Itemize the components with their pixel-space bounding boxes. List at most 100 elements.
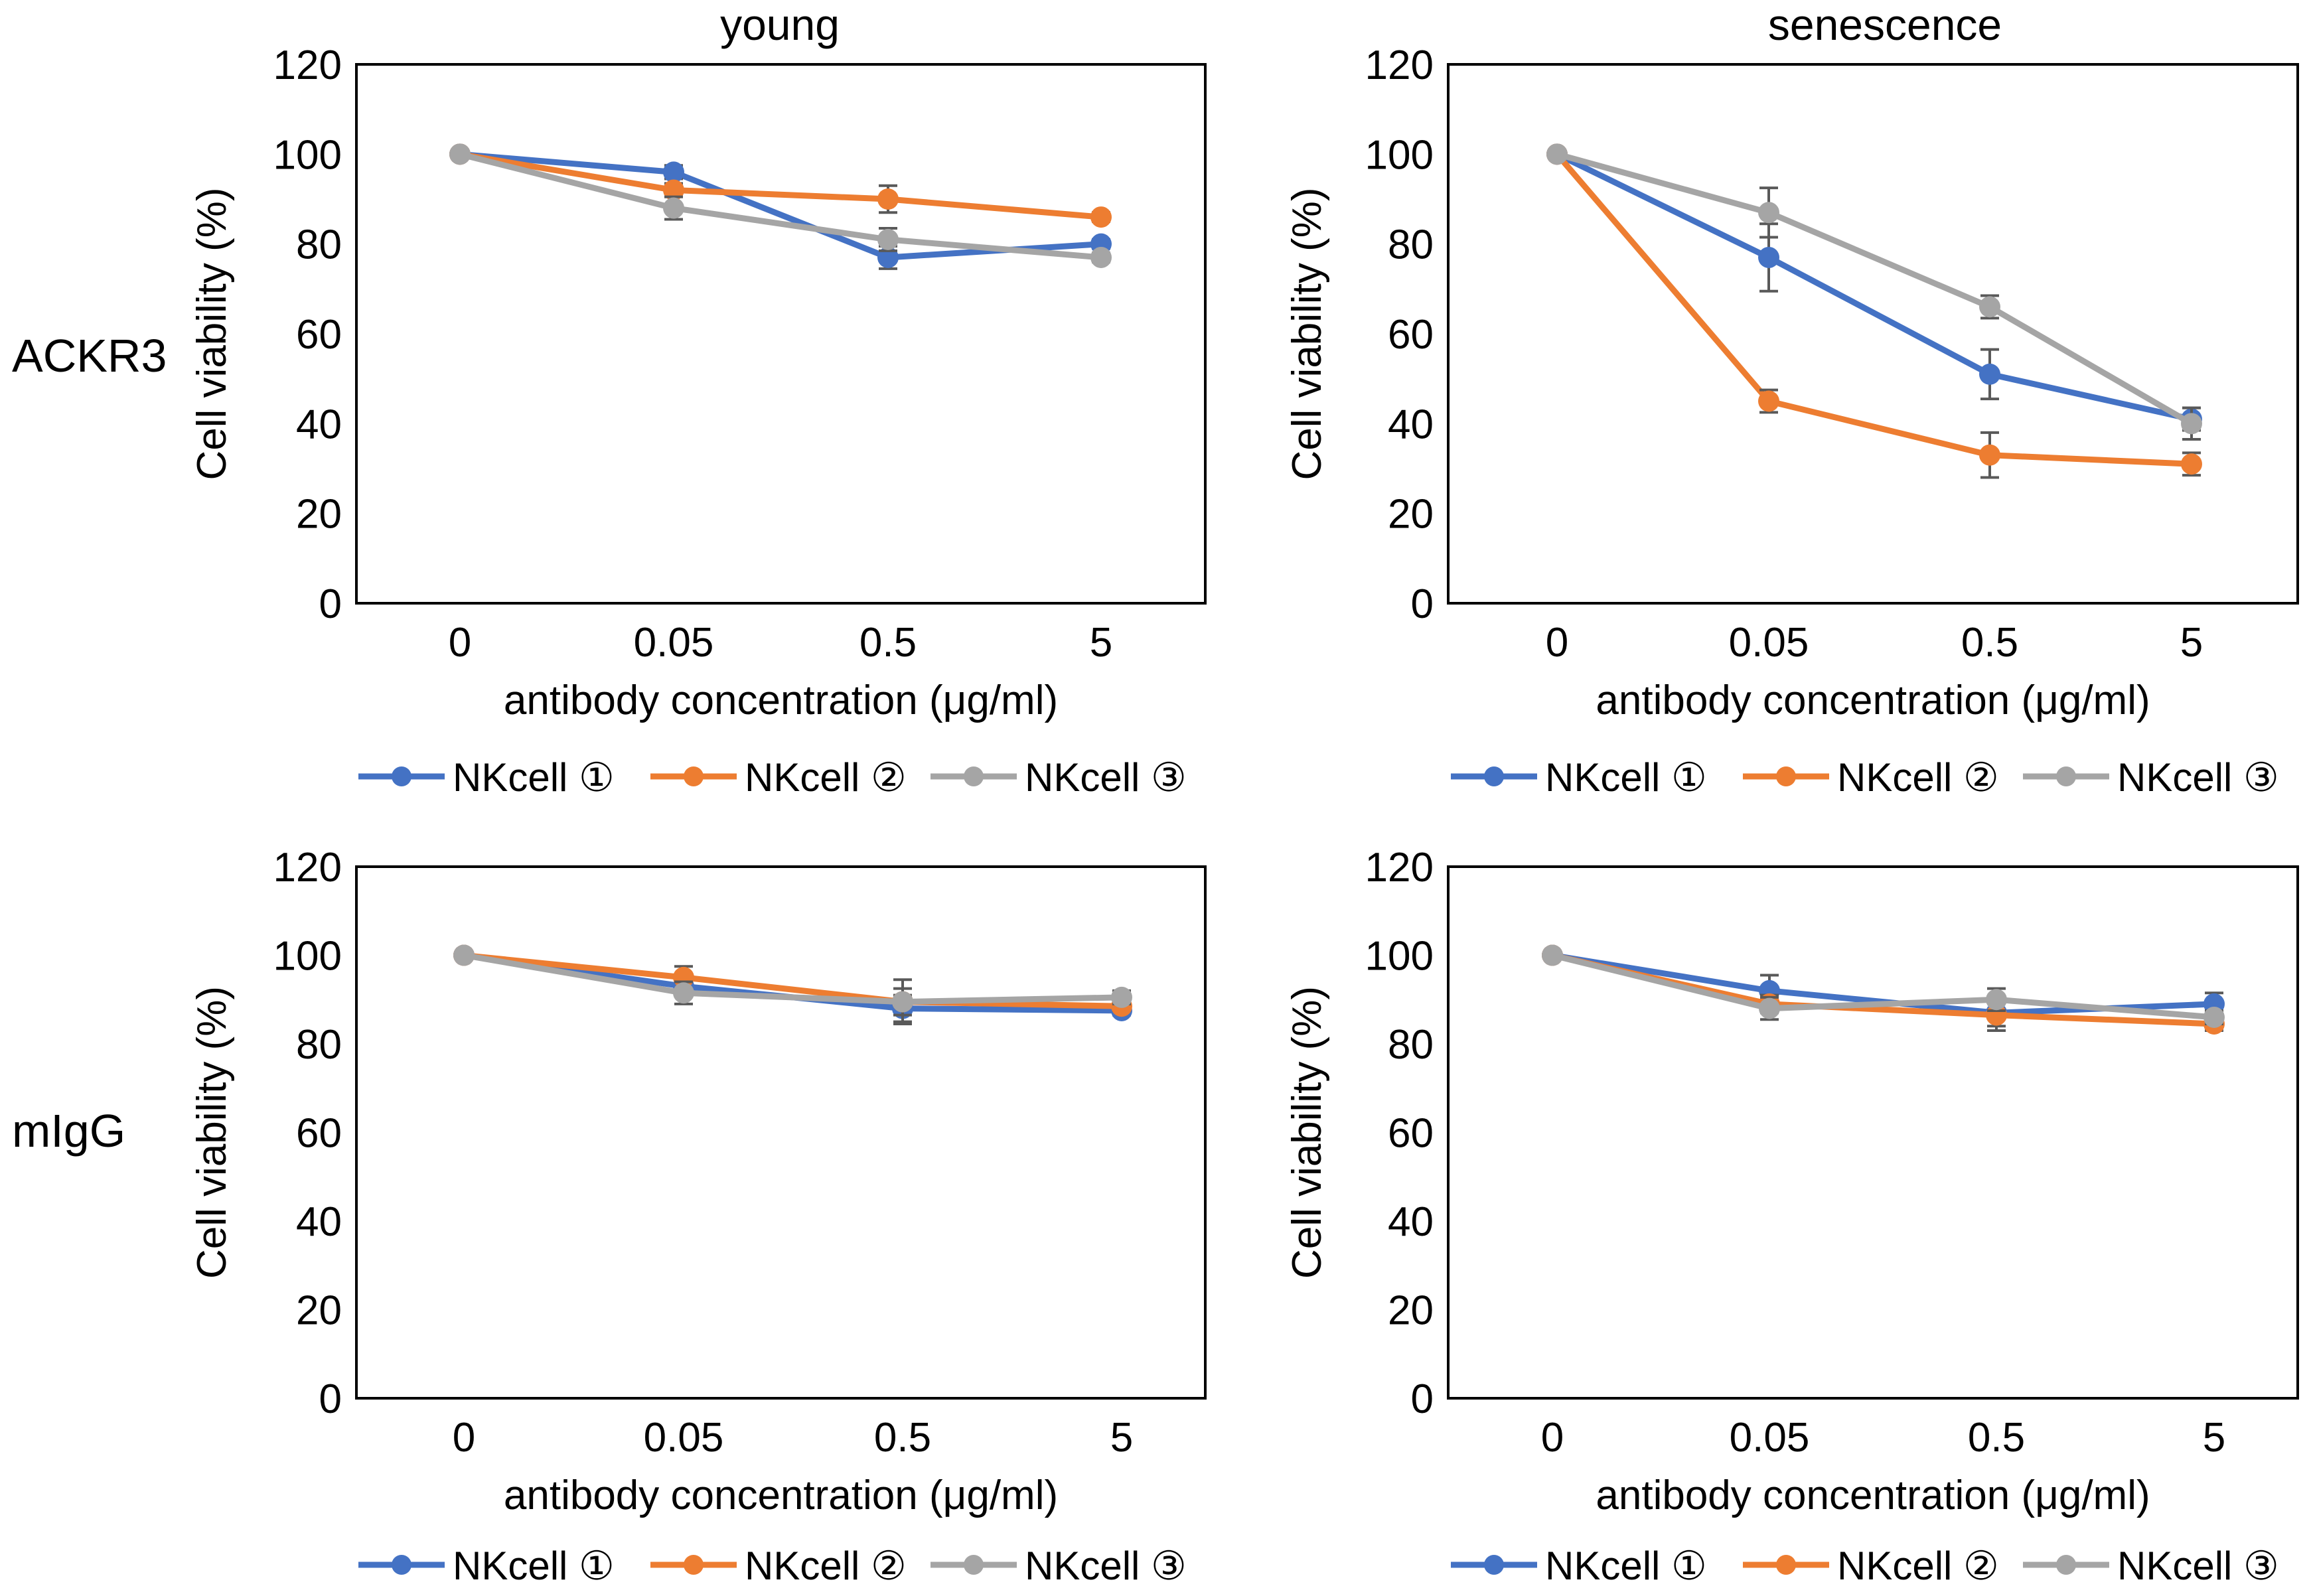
series-line — [1549, 952, 2217, 1021]
x-axis-label: antibody concentration (μg/ml) — [504, 1473, 1058, 1518]
y-axis-label: Cell viability (%) — [1284, 986, 1330, 1279]
legend-label: NKcell ② — [1837, 755, 1999, 800]
y-tick-label: 100 — [1365, 132, 1434, 178]
data-point — [663, 179, 684, 201]
y-tick-label: 60 — [296, 1111, 342, 1157]
y-tick-label: 60 — [296, 312, 342, 358]
x-tick-label: 0.5 — [1968, 1415, 2025, 1461]
y-axis-label: Cell viability (%) — [1284, 188, 1330, 480]
y-tick-label: 80 — [1388, 1022, 1434, 1068]
row-label-migg: mIgG — [12, 1105, 125, 1157]
series-line — [1554, 151, 2195, 423]
x-tick-label: 0.5 — [874, 1415, 931, 1461]
data-point — [892, 991, 913, 1013]
y-tick-label: 80 — [296, 222, 342, 268]
legend-label: NKcell ③ — [1025, 755, 1187, 800]
y-axis-label: Cell viability (%) — [189, 986, 235, 1279]
y-tick-label: 20 — [296, 1288, 342, 1334]
y-tick-label: 40 — [296, 401, 342, 447]
plot-frame — [355, 865, 1207, 1400]
legend-label: NKcell ③ — [2117, 1544, 2279, 1588]
series-line — [461, 952, 1125, 1005]
series-1 — [1542, 944, 2225, 1028]
x-tick-label: 5 — [1110, 1415, 1133, 1461]
x-tick-label: 5 — [2203, 1415, 2225, 1461]
legend-marker — [392, 766, 411, 786]
plot-frame — [1447, 63, 2299, 605]
x-tick-label: 0 — [449, 620, 471, 666]
series-3 — [449, 143, 1112, 268]
y-tick-label: 0 — [1411, 1376, 1434, 1422]
x-tick-label: 0.05 — [1730, 1415, 1810, 1461]
data-point — [1090, 246, 1112, 268]
legend-marker — [2056, 766, 2076, 786]
plot-frame — [1447, 865, 2299, 1400]
legend-marker — [1776, 766, 1796, 786]
y-tick-label: 100 — [273, 934, 342, 979]
x-axis-label: antibody concentration (μg/ml) — [1596, 678, 2150, 723]
y-tick-label: 60 — [1388, 1111, 1434, 1157]
data-point — [877, 246, 899, 268]
x-tick-label: 0.05 — [634, 620, 714, 666]
data-point — [1542, 944, 1563, 966]
data-point — [2181, 453, 2202, 475]
x-tick-label: 0.05 — [1729, 620, 1809, 666]
y-tick-label: 100 — [1365, 934, 1434, 979]
x-tick-label: 0.5 — [859, 620, 917, 666]
legend-marker — [684, 766, 704, 786]
y-tick-label: 120 — [1365, 42, 1434, 88]
data-point — [663, 161, 684, 183]
legend: NKcell ① NKcell ② NKcell ③ — [358, 755, 1187, 800]
row-label-ackr3: ACKR3 — [12, 330, 167, 382]
y-tick-label: 40 — [1388, 1199, 1434, 1245]
y-tick-label: 100 — [273, 132, 342, 178]
y-tick-label: 120 — [273, 42, 342, 88]
series-1 — [453, 944, 1132, 1023]
legend-marker — [392, 1555, 411, 1575]
legend-marker — [964, 766, 984, 786]
series-line — [1554, 151, 2195, 427]
data-point — [1758, 246, 1779, 268]
data-point — [1979, 296, 2000, 318]
data-point — [1111, 986, 1132, 1008]
series-3 — [453, 944, 1132, 1025]
series-2 — [453, 944, 1132, 1017]
series-line — [457, 151, 1104, 220]
data-point — [673, 982, 694, 1004]
series-3 — [1546, 143, 2202, 441]
legend-marker — [1484, 1555, 1504, 1575]
y-tick-label: 20 — [1388, 1288, 1434, 1334]
series-line — [1554, 151, 2195, 467]
legend: NKcell ① NKcell ② NKcell ③ — [358, 1544, 1187, 1588]
y-tick-label: 120 — [273, 845, 342, 891]
chart-panel-2: 0 20 40 60 80 100 120 0 0.05 0.5 5 antibody concent… — [189, 845, 1207, 1588]
data-point — [1979, 444, 2000, 466]
x-tick-label: 5 — [2180, 620, 2203, 666]
y-tick-label: 0 — [319, 1376, 342, 1422]
x-tick-label: 0.05 — [644, 1415, 724, 1461]
x-tick-label: 0 — [453, 1415, 475, 1461]
x-tick-label: 0.5 — [1961, 620, 2018, 666]
legend-label: NKcell ② — [745, 1544, 907, 1588]
data-point — [1758, 390, 1779, 412]
x-tick-label: 0 — [1546, 620, 1568, 666]
data-point — [877, 188, 899, 210]
data-point — [663, 197, 684, 219]
chart-title: senescence — [1768, 0, 2002, 49]
legend-label: NKcell ② — [1837, 1544, 1999, 1588]
y-axis-label: Cell viability (%) — [189, 188, 235, 480]
data-point — [1546, 143, 1568, 165]
y-tick-label: 20 — [296, 492, 342, 538]
legend-marker — [684, 1555, 704, 1575]
series-2 — [1546, 143, 2202, 479]
series-line — [1549, 952, 2217, 1027]
legend-label: NKcell ③ — [2117, 755, 2279, 800]
legend: NKcell ① NKcell ② NKcell ③ — [1451, 1544, 2279, 1588]
chart-panel-0: young 0 20 40 60 80 100 120 0 0.05 0.5 5 antibody co… — [189, 0, 1207, 800]
series-3 — [1542, 944, 2225, 1028]
y-tick-label: 40 — [1388, 401, 1434, 447]
legend-marker — [964, 1555, 984, 1575]
data-point — [2181, 413, 2202, 435]
legend-marker — [2056, 1555, 2076, 1575]
y-tick-label: 0 — [319, 581, 342, 627]
